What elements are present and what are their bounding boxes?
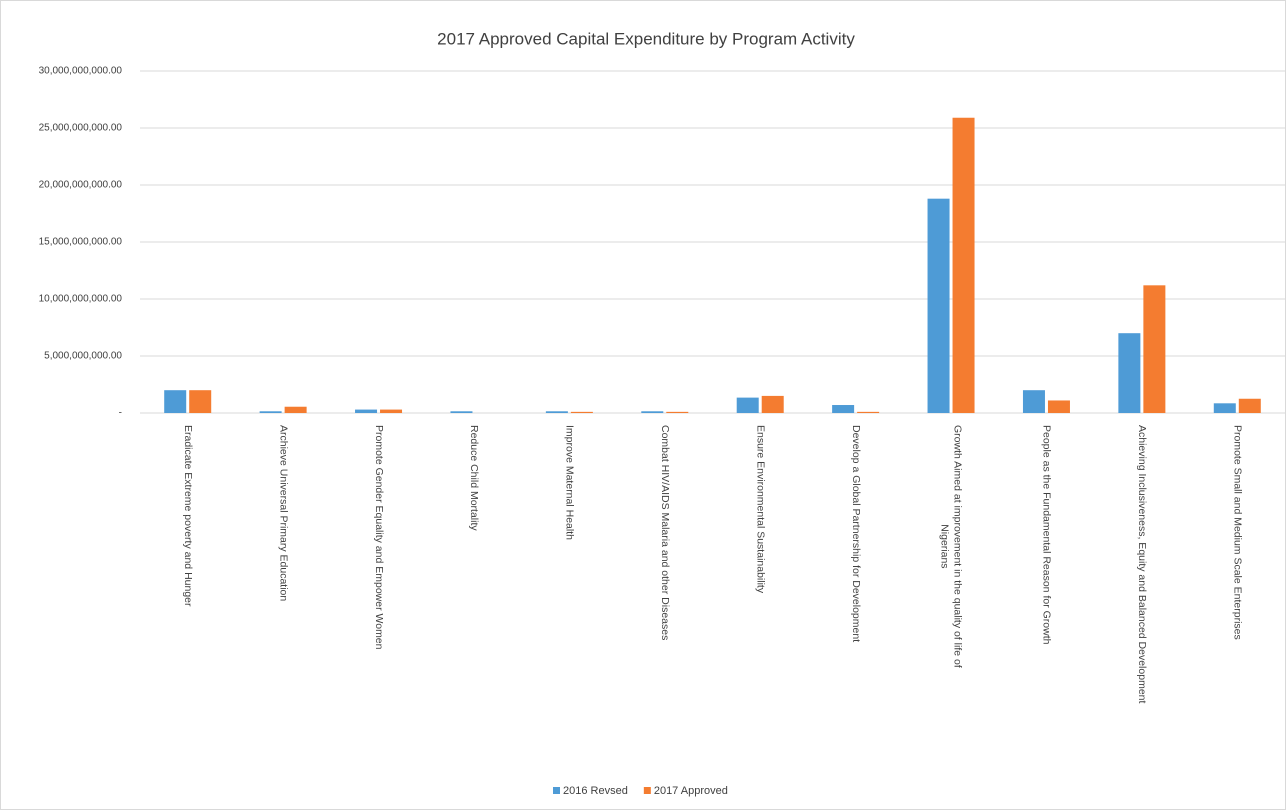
x-tick-label: Archieve Universal Primary Education [277, 425, 289, 601]
bar [1118, 333, 1141, 413]
x-tick-label: Combat HIV/AIDS Malaria and other Diseas… [659, 425, 671, 640]
bar [380, 409, 403, 413]
bar [164, 390, 187, 413]
bar [736, 397, 759, 413]
y-tick-label: 20,000,000,000.00 [39, 180, 123, 191]
bar [450, 411, 473, 413]
x-tick-label: Promote Small and Medium Scale Enterpris… [1232, 425, 1244, 640]
bar [761, 395, 784, 413]
y-tick-label: 5,000,000,000.00 [44, 351, 122, 362]
x-tick-label: Achieving Inclusiveness, Equity and Bala… [1136, 425, 1148, 703]
bar [355, 409, 378, 413]
x-tick-label: Ensure Environmental Sustainability [754, 425, 766, 594]
bar [570, 411, 593, 413]
bar [545, 411, 568, 413]
legend-swatch [643, 787, 651, 794]
bar [641, 411, 664, 413]
y-tick-label: - [119, 408, 122, 419]
bar [952, 117, 975, 414]
x-tick-label: Eradicate Extreme poverty and Hunger [182, 425, 194, 607]
bar [666, 411, 689, 413]
y-tick-label: 25,000,000,000.00 [39, 123, 123, 134]
chart-title: 2017 Approved Capital Expenditure by Pro… [437, 29, 855, 48]
bar [284, 406, 307, 413]
bar [927, 198, 950, 413]
y-tick-label: 30,000,000,000.00 [39, 66, 123, 77]
legend-label: 2016 Revsed [563, 785, 628, 797]
x-tick-label: Improve Maternal Health [564, 425, 576, 540]
bar [1143, 285, 1166, 413]
legend-label: 2017 Approved [654, 785, 728, 797]
x-tick-label: Promote Gender Equality and Empower Wome… [373, 425, 385, 650]
x-tick-label: Develop a Global Partnership for Develop… [850, 425, 862, 642]
bar [189, 390, 212, 413]
legend-swatch [553, 787, 560, 794]
y-tick-label: 10,000,000,000.00 [39, 294, 123, 305]
x-tick-label: People as the Fundamental Reason for Gro… [1041, 425, 1053, 645]
bar [832, 405, 855, 413]
x-tick-label: Growth Aimed at improvement in the quali… [939, 425, 964, 668]
bar [1022, 390, 1045, 413]
bar [259, 411, 282, 413]
x-tick-label: Reduce Child Mortality [468, 425, 480, 531]
bar [1238, 398, 1261, 413]
bar [857, 411, 880, 413]
bar [1047, 400, 1070, 413]
bar [1213, 403, 1236, 413]
y-tick-label: 15,000,000,000.00 [39, 237, 123, 248]
